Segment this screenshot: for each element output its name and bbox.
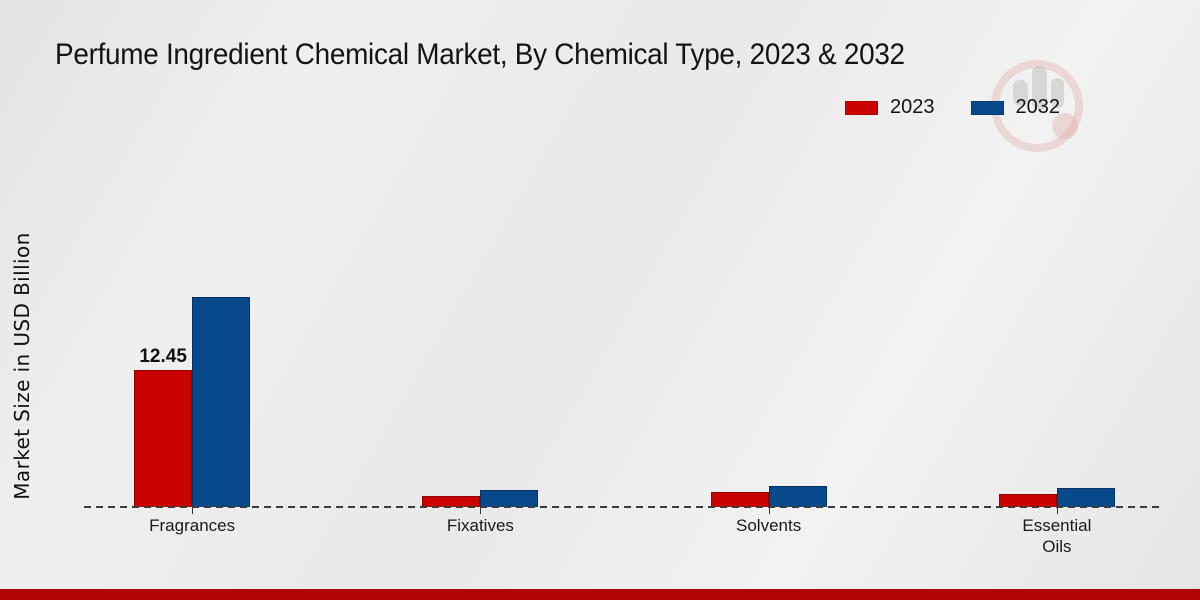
- bar-pair: [422, 490, 539, 507]
- legend-label: 2032: [1015, 96, 1061, 118]
- legend-label: 2023: [890, 96, 935, 118]
- footer-accent-bar: [0, 589, 1200, 600]
- bar-group: Fixatives: [336, 0, 624, 535]
- legend-swatch-icon: [845, 100, 878, 115]
- bar-pair: [710, 486, 827, 507]
- bar-2023: [422, 496, 481, 507]
- x-axis-tick: [1056, 507, 1058, 514]
- bar-2023: [710, 492, 769, 507]
- bar-2032: [1056, 488, 1115, 507]
- bar-group: Solvents: [625, 0, 913, 535]
- bar-pair: 12.45: [134, 297, 251, 507]
- chart-title: Perfume Ingredient Chemical Market, By C…: [55, 38, 905, 71]
- legend-item-2023: 2023: [845, 96, 935, 119]
- plot-area: 12.45 Fragrances Fixatives Solvents Essentia…: [48, 0, 1200, 556]
- y-axis-label: Market Size in USD Billion: [10, 232, 34, 500]
- category-label: Fragrances: [149, 516, 236, 535]
- bar-group: 12.45 Fragrances: [48, 0, 336, 535]
- x-axis-tick: [480, 507, 482, 514]
- bar-value-label: 12.45: [139, 346, 187, 367]
- bar-pair: [998, 488, 1115, 507]
- x-axis-tick: [768, 507, 770, 514]
- x-axis-dashed-line: [84, 506, 1163, 508]
- category-label: Fixatives: [446, 516, 514, 535]
- bar-2023: [998, 494, 1057, 507]
- bar-2032: [480, 490, 539, 507]
- bar-2032: [192, 297, 251, 507]
- bar-2032: [768, 486, 827, 507]
- category-label: Solvents: [736, 516, 802, 535]
- legend-swatch-icon: [970, 100, 1004, 115]
- x-axis-tick: [192, 507, 194, 514]
- chart-legend: 2023 2032: [845, 96, 1060, 119]
- bar-2023: 12.45: [134, 346, 193, 507]
- legend-item-2032: 2032: [970, 96, 1061, 119]
- category-label: Essential Oils: [1022, 516, 1092, 556]
- bar-group: Essential Oils: [913, 0, 1200, 556]
